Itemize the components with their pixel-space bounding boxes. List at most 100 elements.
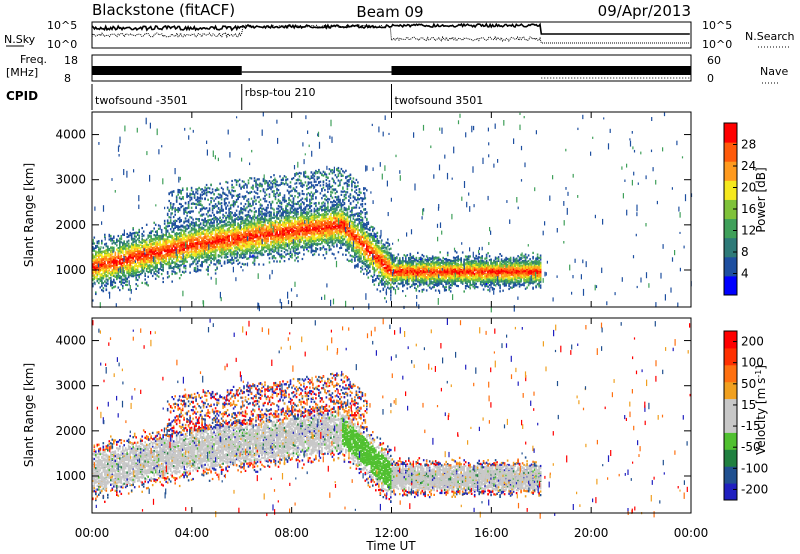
echo-cell (121, 248, 123, 250)
echo-cell (137, 232, 139, 234)
echo-cell (97, 245, 99, 247)
echo-cell (171, 281, 173, 283)
echo-cell (106, 256, 108, 258)
echo-cell (203, 190, 205, 192)
echo-cell (109, 256, 111, 258)
echo-cell (206, 184, 208, 186)
echo-cell (109, 253, 111, 255)
echo-cell (94, 271, 96, 273)
echo-cell (281, 224, 283, 226)
echo-cell (185, 207, 187, 209)
echo-cell (227, 245, 229, 247)
echo-cell (129, 274, 131, 276)
echo-cell (227, 229, 229, 231)
echo-cell (174, 263, 176, 265)
echo-cell (219, 196, 221, 198)
echo-cell (197, 251, 199, 253)
echo-cell (248, 257, 250, 259)
echo-cell (231, 247, 233, 249)
echo-cell (189, 265, 191, 267)
echo-cell (278, 223, 280, 225)
echo-cell (219, 243, 221, 245)
echo-cell (207, 242, 209, 244)
echo-cell (192, 203, 194, 205)
echo-cell (156, 275, 158, 277)
echo-cell (158, 272, 160, 274)
echo-cell (183, 245, 185, 247)
echo-cell (119, 242, 121, 244)
echo-cell (251, 205, 253, 207)
echo-cell (192, 245, 194, 247)
echo-cell (176, 244, 178, 246)
echo-cell (170, 236, 172, 238)
echo-cell (118, 287, 120, 289)
echo-cell (179, 268, 181, 270)
echo-cell (137, 234, 139, 236)
echo-cell (171, 270, 173, 272)
echo-cell (128, 244, 130, 246)
echo-cell (234, 214, 236, 216)
echo-cell (255, 181, 257, 183)
echo-cell (170, 240, 172, 242)
echo-cell (254, 245, 256, 247)
echo-cell (122, 265, 124, 267)
echo-cell (260, 241, 262, 243)
echo-cell (267, 244, 269, 246)
echo-cell (179, 235, 181, 237)
echo-cell (137, 269, 139, 271)
echo-cell (261, 247, 263, 249)
echo-cell (131, 254, 133, 256)
echo-cell (269, 219, 271, 221)
echo-cell (215, 236, 217, 238)
echo-cell (177, 191, 179, 193)
echo-cell (251, 252, 253, 254)
echo-cell (97, 251, 99, 253)
echo-cell (218, 248, 220, 250)
echo-cell (185, 239, 187, 241)
echo-cell (245, 218, 247, 220)
echo-cell (219, 260, 221, 262)
echo-cell (179, 191, 181, 193)
echo-cell (243, 234, 245, 236)
echo-cell (275, 257, 277, 259)
echo-cell (278, 189, 280, 191)
echo-cell (115, 252, 117, 254)
echo-cell (248, 229, 250, 231)
echo-cell (126, 281, 128, 283)
echo-cell (230, 242, 232, 244)
echo-cell (101, 260, 103, 262)
echo-cell (106, 245, 108, 247)
echo-cell (260, 250, 262, 252)
echo-cell (113, 237, 115, 239)
echo-cell (191, 210, 193, 212)
echo-cell (129, 256, 131, 258)
echo-cell (234, 223, 236, 225)
echo-cell (141, 235, 143, 237)
echo-cell (109, 264, 111, 266)
nsky-tick-top: 10^5 (47, 19, 77, 32)
echo-cell (131, 251, 133, 253)
echo-cell (242, 228, 244, 230)
echo-cell (276, 214, 278, 216)
echo-cell (123, 272, 125, 274)
echo-cell (213, 255, 215, 257)
echo-cell (209, 203, 211, 205)
echo-cell (206, 224, 208, 226)
echo-cell (218, 262, 220, 264)
echo-cell (197, 256, 199, 258)
echo-cell (167, 236, 169, 238)
echo-cell (270, 253, 272, 255)
echo-cell (215, 249, 217, 251)
echo-cell (97, 258, 99, 260)
echo-cell (230, 261, 232, 263)
echo-cell (231, 229, 233, 231)
echo-cell (206, 189, 208, 191)
echo-cell (242, 211, 244, 213)
echo-cell (135, 265, 137, 267)
echo-cell (118, 263, 120, 265)
echo-cell (204, 187, 206, 189)
echo-cell (158, 249, 160, 251)
echo-cell (237, 248, 239, 250)
echo-cell (275, 193, 277, 195)
echo-cell (207, 221, 209, 223)
